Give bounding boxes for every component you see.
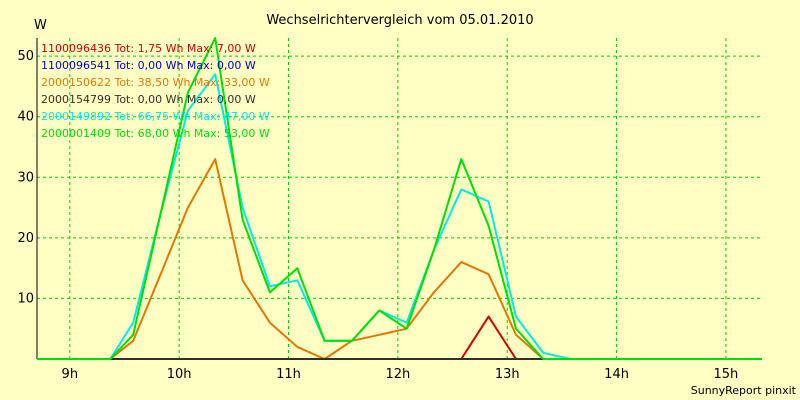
series-line-3	[37, 158, 762, 360]
legend-entry-2: 1100096541 Tot: 0,00 Wh Max: 0,00 W	[41, 59, 256, 72]
series-lines	[37, 37, 762, 360]
x-tick-label: 15h	[714, 367, 739, 382]
y-tick-label: 50	[17, 49, 34, 64]
legend-entry-5: 2000149892 Tot: 66,75 Wh Max: 47,00 W	[41, 110, 270, 123]
legend: 1100096436 Tot: 1,75 Wh Max: 7,00 W 11000…	[41, 42, 270, 140]
y-tick-label: 20	[17, 231, 34, 246]
legend-entry-6: 2000001409 Tot: 68,00 Wh Max: 53,00 W	[41, 127, 270, 140]
chart-title: Wechselrichtervergleich vom 05.01.2010	[266, 13, 533, 28]
y-tick-label: 10	[17, 291, 34, 306]
x-tick-label: 10h	[167, 367, 192, 382]
x-tick-label: 11h	[276, 367, 301, 382]
legend-entry-3: 2000150622 Tot: 38,50 Wh Max: 33,00 W	[41, 76, 270, 89]
x-tick-label: 14h	[604, 367, 629, 382]
x-tick-label: 9h	[62, 367, 79, 382]
grid-lines	[37, 38, 762, 359]
y-tick-label: 30	[17, 170, 34, 185]
legend-entry-1: 1100096436 Tot: 1,75 Wh Max: 7,00 W	[41, 42, 256, 55]
x-tick-label: 12h	[385, 367, 410, 382]
y-axis-label: W	[34, 18, 47, 33]
footer-credit: SunnyReport pinxit	[691, 384, 797, 397]
y-tick-label: 40	[17, 110, 34, 125]
legend-entry-4: 2000154799 Tot: 0,00 Wh Max: 0,00 W	[41, 93, 256, 106]
x-tick-label: 13h	[495, 367, 520, 382]
tick-labels: 9h 10h 11h 12h 13h 14h 15h 10 20 30 40 50	[17, 49, 738, 382]
series-line-6	[37, 37, 762, 360]
